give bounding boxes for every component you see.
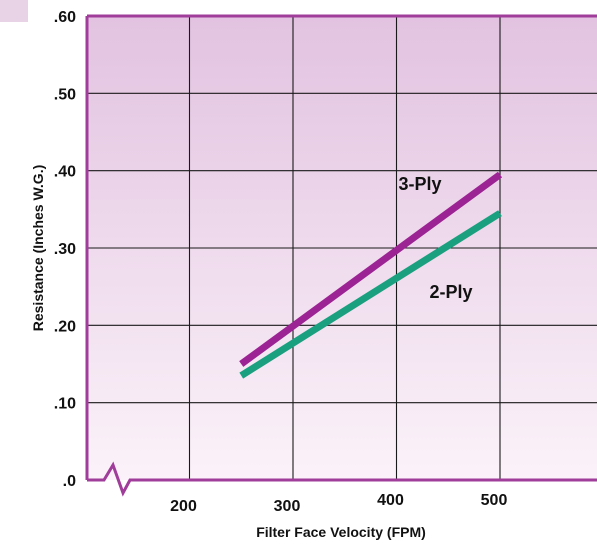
y-tick-label: .40	[54, 164, 76, 181]
x-tick-label: 500	[481, 492, 508, 509]
series-lines	[239, 171, 503, 379]
y-tick-label: .60	[54, 9, 76, 26]
x-tick-labels: 200 300 400 500	[170, 492, 507, 515]
series-line-3-ply	[239, 171, 503, 367]
y-tick-label: .50	[54, 86, 76, 103]
x-tick-label: 300	[274, 498, 301, 515]
plot-frame	[85, 14, 597, 497]
y-axis-title: Resistance (Inches W.G.)	[30, 165, 46, 332]
x-axis-break	[87, 461, 597, 497]
y-tick-labels: .0 .10 .20 .30 .40 .50 .60	[54, 9, 76, 490]
series-label-3-ply: 3-Ply	[398, 174, 441, 194]
corner-tab	[0, 0, 28, 22]
series-line-2-ply	[239, 210, 502, 379]
y-tick-label: .30	[54, 241, 76, 258]
y-tick-label: .0	[63, 473, 76, 490]
x-tick-label: 200	[170, 498, 197, 515]
x-tick-label: 400	[377, 492, 404, 509]
series-labels: 3-Ply 2-Ply	[398, 174, 472, 302]
x-axis-title: Filter Face Velocity (FPM)	[256, 524, 426, 540]
series-label-2-ply: 2-Ply	[429, 282, 472, 302]
y-tick-label: .10	[54, 396, 76, 413]
y-tick-label: .20	[54, 318, 76, 335]
